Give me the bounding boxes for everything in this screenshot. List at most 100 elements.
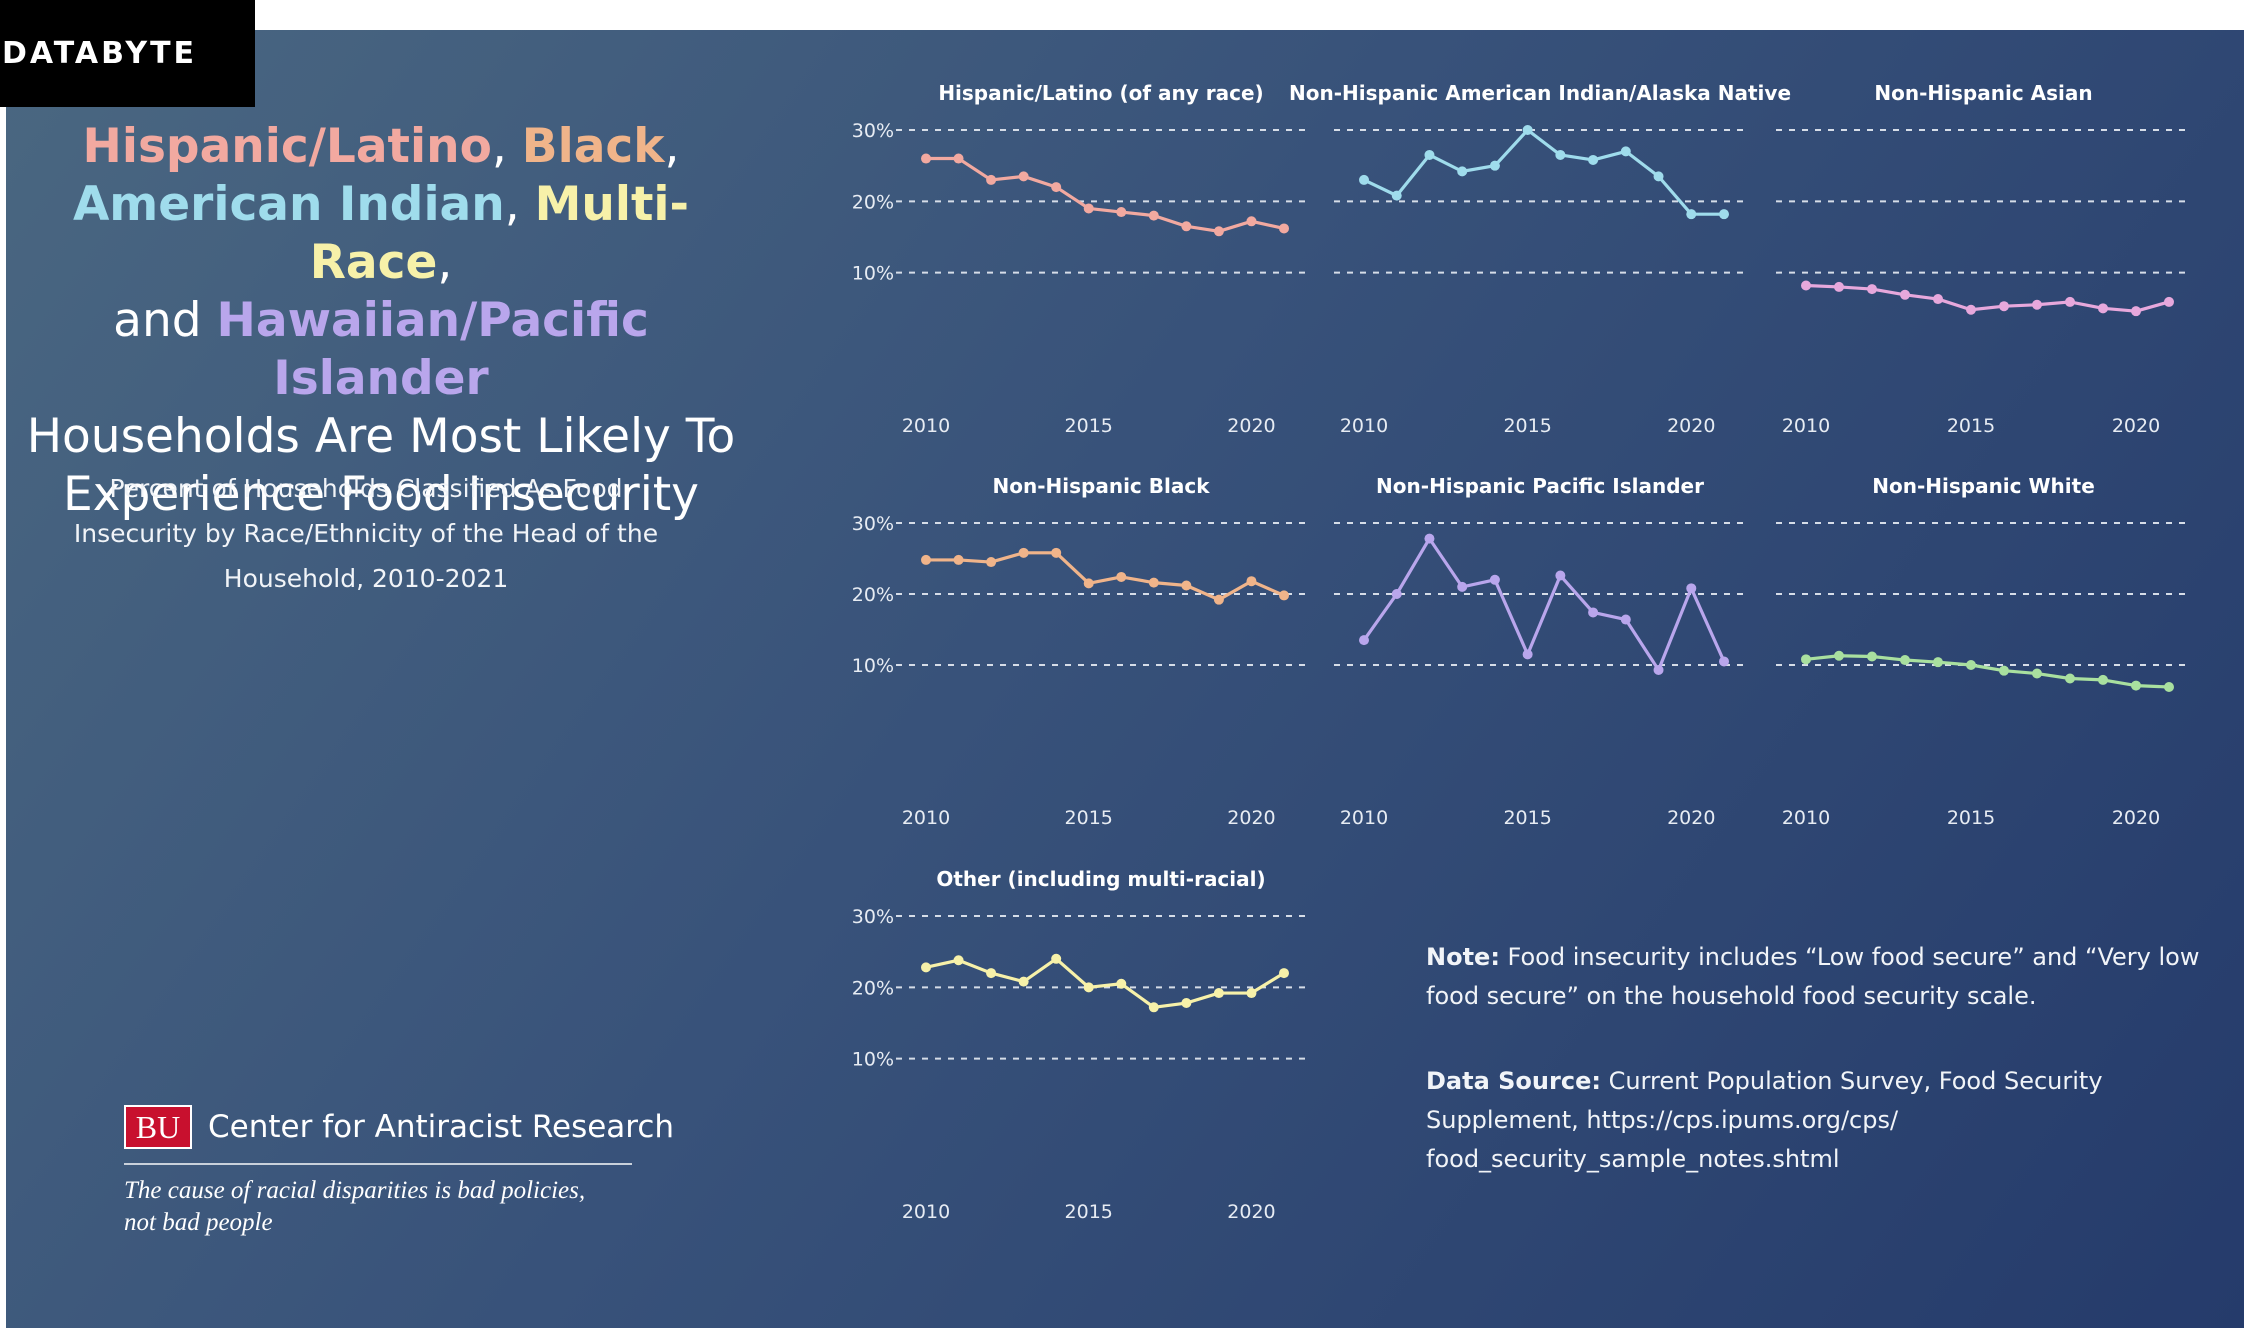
panel-title: Non-Hispanic Asian xyxy=(1874,81,2092,105)
data-point xyxy=(986,557,997,568)
data-point xyxy=(1900,655,1910,666)
x-tick-label: 2010 xyxy=(1782,415,1830,437)
source-text: Current Population Survey, Food Security… xyxy=(1426,1067,2103,1173)
tagline-line-2: not bad people xyxy=(124,1209,273,1236)
data-point xyxy=(1867,651,1877,662)
x-tick-label: 2010 xyxy=(902,807,950,829)
data-point xyxy=(1999,301,2009,312)
org-name: Center for Antiracist Research xyxy=(208,1109,675,1145)
x-tick-label: 2010 xyxy=(1340,415,1388,437)
data-point xyxy=(921,962,931,973)
data-point xyxy=(2032,668,2042,679)
data-point xyxy=(1653,171,1664,182)
infographic-panel: Hispanic/Latino, Black, American Indian, … xyxy=(6,30,2244,1328)
y-tick-label: 30% xyxy=(852,906,894,928)
logo-divider xyxy=(124,1163,632,1165)
series-line xyxy=(1363,128,1724,216)
headline-segment: , xyxy=(437,235,453,290)
data-point xyxy=(1148,1002,1159,1013)
data-point xyxy=(1457,166,1468,177)
data-point xyxy=(1018,547,1029,558)
y-tick-label: 10% xyxy=(852,263,894,285)
data-point xyxy=(986,968,997,979)
source-label: Data Source: xyxy=(1426,1067,1601,1095)
panel-title: Other (including multi-racial) xyxy=(936,867,1265,891)
x-tick-label: 2010 xyxy=(1782,807,1830,829)
data-point xyxy=(1424,533,1435,544)
data-point xyxy=(2164,296,2174,307)
data-point xyxy=(1391,589,1402,599)
data-point xyxy=(1181,998,1192,1009)
subtitle: Percent of Households Classified As Food… xyxy=(46,466,686,601)
data-point xyxy=(1051,953,1062,964)
data-point xyxy=(1246,576,1257,587)
data-point xyxy=(1588,154,1599,165)
data-point xyxy=(2065,296,2075,307)
data-point xyxy=(1051,182,1062,193)
data-point xyxy=(1116,978,1127,989)
y-tick-label: 20% xyxy=(852,584,894,606)
x-tick-label: 2010 xyxy=(1340,807,1388,829)
series-line xyxy=(926,551,1285,602)
headline-segment: Households Are Most Likely To xyxy=(26,409,736,464)
data-point xyxy=(953,955,964,966)
data-point xyxy=(2065,673,2075,684)
data-point xyxy=(2164,682,2174,693)
data-point xyxy=(1966,304,1976,315)
data-point xyxy=(2098,303,2108,314)
databyte-badge: DATABYTE xyxy=(0,0,255,107)
data-point xyxy=(1148,210,1159,221)
x-tick-label: 2015 xyxy=(1947,807,1995,829)
data-point xyxy=(1116,207,1127,218)
data-point xyxy=(1933,657,1943,668)
headline-segment: , xyxy=(664,119,680,174)
data-point xyxy=(1213,594,1224,605)
logo: BU Center for Antiracist Research xyxy=(124,1103,674,1151)
x-tick-label: 2010 xyxy=(902,1201,950,1223)
data-point xyxy=(1522,649,1533,660)
data-point xyxy=(921,554,931,565)
data-point xyxy=(1719,656,1729,667)
data-point xyxy=(1148,577,1159,588)
data-point xyxy=(1246,988,1257,999)
data-point xyxy=(1083,982,1094,993)
data-point xyxy=(1522,125,1533,135)
data-point xyxy=(1424,149,1435,160)
tagline: The cause of racial disparities is bad p… xyxy=(124,1175,684,1239)
x-tick-label: 2015 xyxy=(1065,807,1113,829)
data-point xyxy=(1686,209,1697,220)
series-line xyxy=(1805,283,2170,313)
headline-segment: American Indian xyxy=(72,177,505,232)
data-point xyxy=(1083,578,1094,589)
headline-segment: Hispanic/Latino xyxy=(82,119,492,174)
data-point xyxy=(986,174,997,185)
data-point xyxy=(1083,203,1094,214)
series-line xyxy=(926,156,1285,233)
data-point xyxy=(2131,680,2141,691)
y-tick-label: 10% xyxy=(852,1049,894,1071)
data-point xyxy=(1489,574,1500,585)
data-point xyxy=(1359,635,1369,646)
headline-segment: , xyxy=(504,177,535,232)
data-point xyxy=(921,153,931,164)
panel-title: Non-Hispanic Black xyxy=(993,474,1211,498)
data-point xyxy=(1051,547,1062,558)
subtitle-line-3: Household, 2010-2021 xyxy=(223,564,509,593)
data-point xyxy=(1391,190,1402,201)
data-point xyxy=(1018,976,1029,987)
data-point xyxy=(1279,968,1289,979)
panel-title: Non-Hispanic White xyxy=(1872,474,2095,498)
x-tick-label: 2015 xyxy=(1947,415,1995,437)
panel-title: Hispanic/Latino (of any race) xyxy=(938,81,1263,105)
data-point xyxy=(1213,226,1224,237)
subtitle-line-1: Percent of Households Classified As Food xyxy=(109,474,623,503)
y-tick-label: 30% xyxy=(852,513,894,535)
data-point xyxy=(2032,299,2042,310)
data-point xyxy=(1555,149,1566,160)
x-tick-label: 2020 xyxy=(1667,415,1715,437)
data-point xyxy=(1900,289,1910,300)
data-point xyxy=(1279,223,1289,234)
data-point xyxy=(1719,209,1729,220)
data-point xyxy=(1359,174,1369,185)
data-point xyxy=(1457,581,1468,592)
